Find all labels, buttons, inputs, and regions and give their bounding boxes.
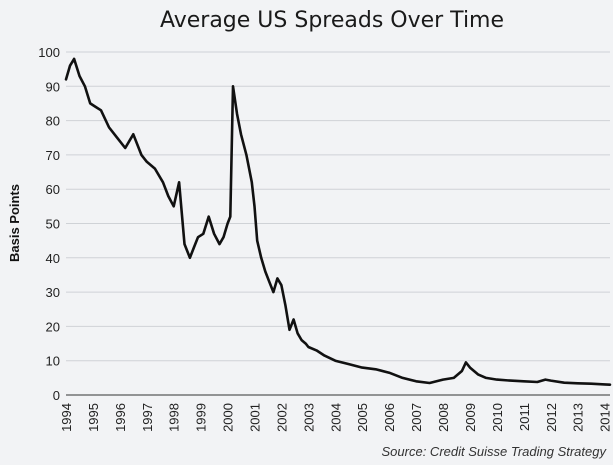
source-note: Source: Credit Suisse Trading Strategy <box>382 444 608 459</box>
x-tick-label: 2002 <box>274 403 289 432</box>
chart-title: Average US Spreads Over Time <box>160 8 504 33</box>
y-tick-label: 40 <box>46 251 60 266</box>
x-tick-label: 1997 <box>140 403 155 432</box>
x-tick-label: 2000 <box>221 403 236 432</box>
x-tick-label: 1994 <box>59 403 74 432</box>
y-tick-label: 70 <box>46 148 60 163</box>
y-axis-label: Basis Points <box>7 184 22 262</box>
y-tick-label: 100 <box>38 45 60 60</box>
x-tick-label: 2014 <box>598 403 613 432</box>
x-tick-label: 1999 <box>194 403 209 432</box>
y-tick-labels: 0 10 20 30 40 50 60 70 80 90 100 <box>38 45 60 403</box>
y-tick-label: 80 <box>46 114 60 129</box>
x-tick-label: 2005 <box>355 403 370 432</box>
x-tick-label: 2012 <box>544 403 559 432</box>
x-tick-label: 2004 <box>328 403 343 432</box>
y-tick-label: 30 <box>46 285 60 300</box>
y-tick-label: 20 <box>46 319 60 334</box>
y-tick-label: 10 <box>46 354 60 369</box>
y-tick-label: 0 <box>53 388 60 403</box>
x-tick-label: 2013 <box>571 403 586 432</box>
x-tick-label: 2006 <box>382 403 397 432</box>
x-tick-label: 2011 <box>517 403 532 431</box>
x-tick-labels: 1994 1995 1996 1997 1998 1999 2000 2001 2002 2003… <box>59 403 613 432</box>
x-tick-label: 2008 <box>436 403 451 432</box>
x-tick-label: 2010 <box>490 403 505 432</box>
y-tick-label: 90 <box>46 79 60 94</box>
x-tick-label: 1996 <box>113 403 128 432</box>
grid-lines <box>66 51 610 396</box>
y-tick-label: 50 <box>46 217 60 232</box>
series-line-0 <box>64 57 612 386</box>
plot-series <box>64 57 612 386</box>
x-tick-label: 2003 <box>301 403 316 432</box>
x-tick-label: 2007 <box>409 403 424 432</box>
x-tick-label: 2009 <box>463 403 478 432</box>
x-tick-label: 1995 <box>86 403 101 432</box>
x-tick-label: 2001 <box>248 403 263 432</box>
x-tick-label: 1998 <box>167 403 182 432</box>
y-tick-label: 60 <box>46 182 60 197</box>
